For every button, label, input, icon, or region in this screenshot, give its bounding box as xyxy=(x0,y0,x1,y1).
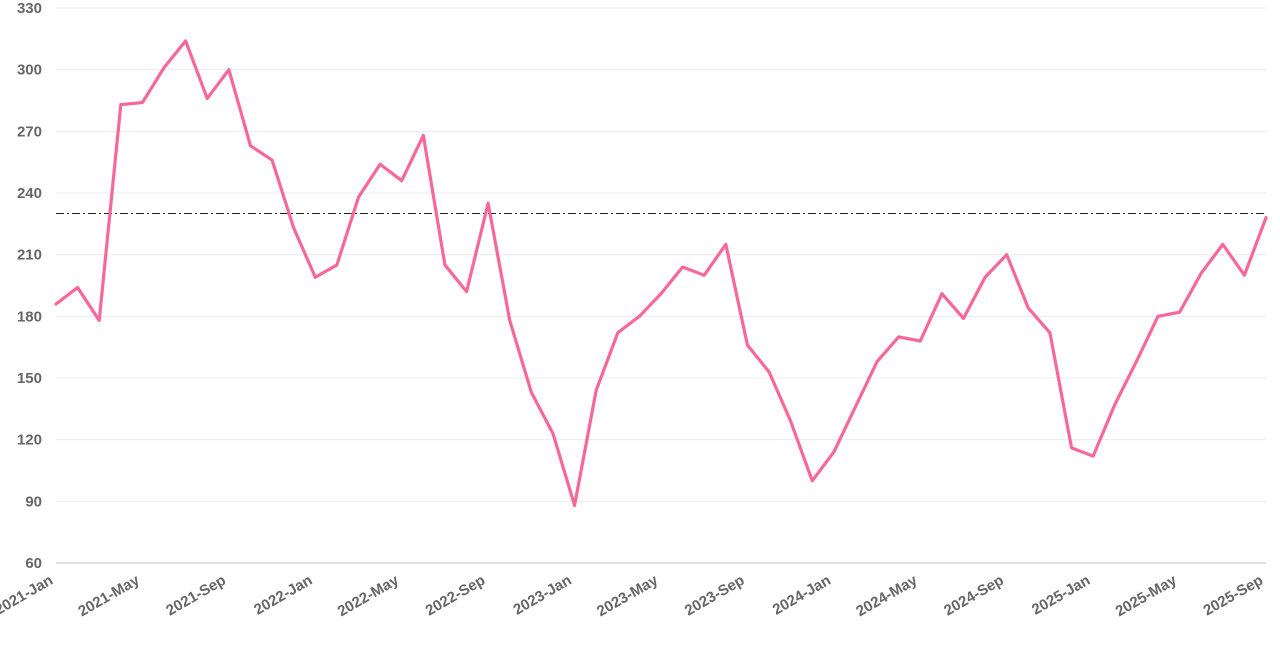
x-tick-label: 2021-Sep xyxy=(163,572,229,620)
y-tick-label: 90 xyxy=(25,493,42,510)
x-tick-label: 2024-Jan xyxy=(770,572,834,619)
y-tick-label: 270 xyxy=(17,123,42,140)
x-tick-label: 2023-Jan xyxy=(510,572,574,619)
y-tick-label: 180 xyxy=(17,308,42,325)
x-tick-label: 2021-Jan xyxy=(0,572,56,619)
x-tick-label: 2023-May xyxy=(594,571,662,620)
x-tick-label: 2025-Sep xyxy=(1200,572,1266,620)
gridlines xyxy=(56,7,1266,502)
y-tick-label: 150 xyxy=(17,370,42,387)
x-tick-label: 2022-Sep xyxy=(423,572,489,620)
y-tick-label: 210 xyxy=(17,247,42,264)
x-tick-label: 2022-Jan xyxy=(251,572,315,619)
x-tick-label: 2023-Sep xyxy=(682,572,748,620)
y-tick-label: 60 xyxy=(25,555,42,572)
x-tick-label: 2025-May xyxy=(1113,571,1181,620)
y-axis-ticks: 60 90 120 150 180 210 240 270 300 330 xyxy=(17,0,42,572)
y-tick-label: 330 xyxy=(17,0,42,17)
y-tick-label: 300 xyxy=(17,62,42,79)
y-tick-label: 240 xyxy=(17,185,42,202)
x-tick-label: 2024-Sep xyxy=(941,572,1007,620)
x-axis-ticks: 2021-Jan 2021-May 2021-Sep 2022-Jan 2022-May… xyxy=(0,571,1266,620)
x-tick-label: 2025-Jan xyxy=(1029,572,1093,619)
x-tick-label: 2024-May xyxy=(853,571,921,620)
series-layer xyxy=(54,39,1268,508)
x-tick-label: 2022-May xyxy=(335,571,403,620)
series-line-0 xyxy=(54,39,1268,508)
y-tick-label: 120 xyxy=(17,432,42,449)
x-tick-label: 2021-May xyxy=(75,571,143,620)
